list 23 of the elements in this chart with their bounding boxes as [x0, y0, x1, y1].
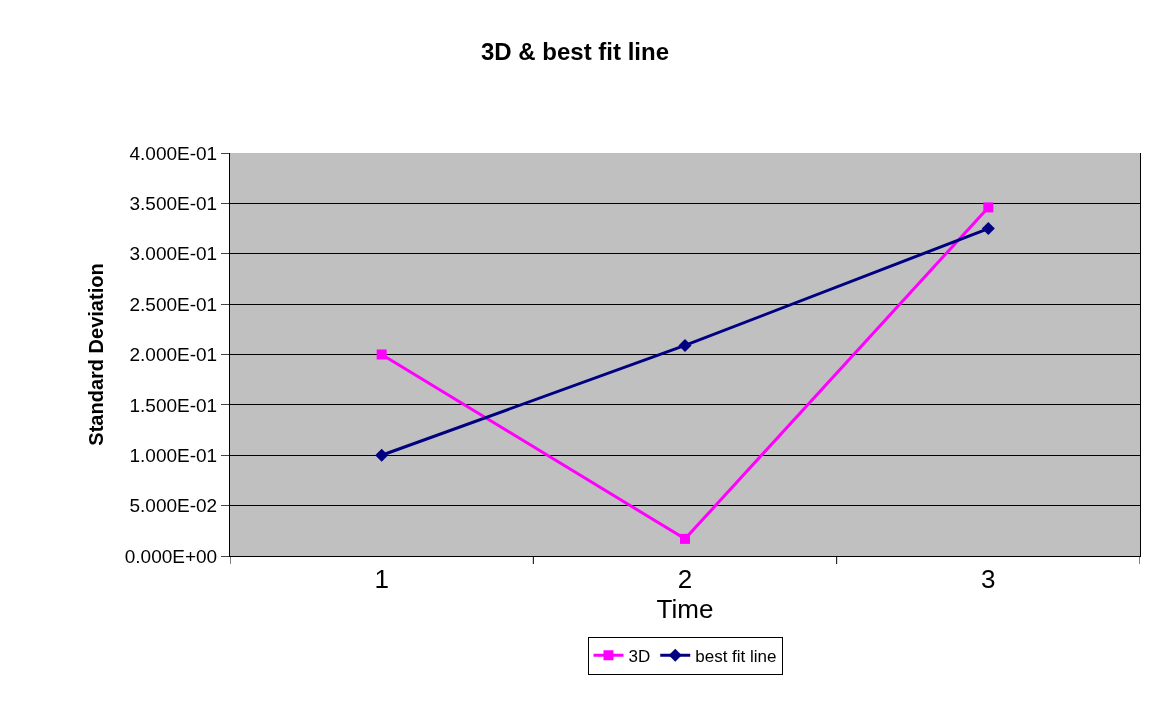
y-tick-label: 2.500E-01 [129, 293, 218, 315]
x-tick-label: 1 [374, 564, 389, 595]
point [376, 349, 387, 360]
legend-label: best fit line [695, 646, 777, 666]
y-tick-label: 1.500E-01 [129, 394, 218, 416]
point [375, 448, 389, 462]
point [680, 533, 690, 544]
legend-label: 3D [628, 646, 651, 666]
y-tick-label: 2.000E-01 [129, 344, 218, 366]
point [678, 338, 692, 352]
x-tick-label: 3 [981, 564, 996, 595]
x-axis-title: Time [656, 594, 714, 625]
x-tick-label: 2 [677, 564, 693, 595]
chart-title: 3D & best fit line [480, 38, 670, 66]
point [981, 222, 995, 236]
y-tick-label: 3.000E-01 [129, 243, 218, 265]
y-tick-label: 4.000E-01 [129, 142, 218, 164]
y-tick-label: 3.500E-01 [129, 193, 218, 215]
y-axis-title: Standard Deviation [85, 263, 108, 446]
y-tick-label: 1.000E-01 [129, 444, 218, 466]
y-tick-label: 0.000E+00 [124, 545, 218, 567]
point [983, 202, 994, 213]
y-tick-label: 5.000E-02 [129, 495, 218, 517]
